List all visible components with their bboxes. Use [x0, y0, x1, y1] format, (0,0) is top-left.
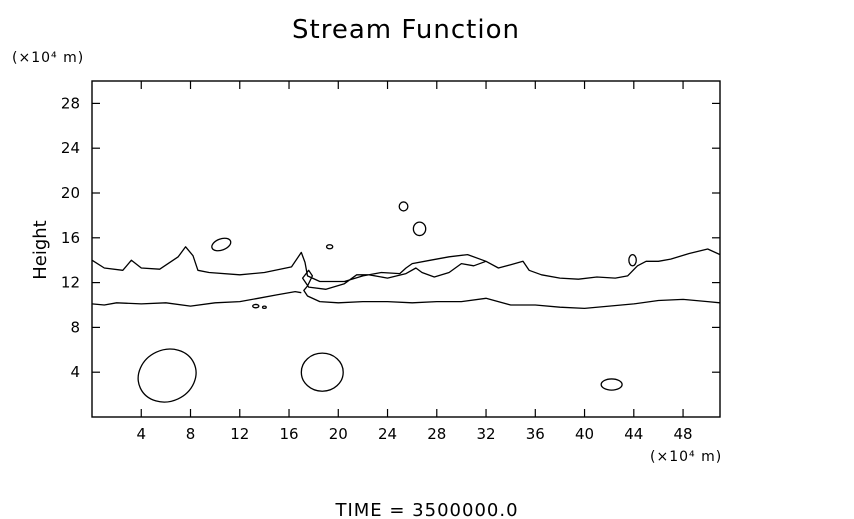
y-unit-label: (×10⁴ m) — [12, 50, 84, 66]
cell-dot-b — [261, 305, 267, 310]
plot-frame — [91, 80, 721, 418]
cell-bottom-right — [600, 378, 623, 391]
x-tick-label: 16 — [279, 425, 298, 443]
y-tick-label: 8 — [70, 318, 80, 336]
cell-top-19 — [398, 201, 409, 212]
cell-mid-15-small — [325, 244, 334, 250]
lower-flat-contour — [91, 290, 302, 307]
x-tick-label: 24 — [378, 425, 397, 443]
y-axis-label: Height — [30, 220, 51, 280]
x-tick-label: 36 — [526, 425, 545, 443]
x-tick-label: 28 — [427, 425, 446, 443]
time-footer: TIME = 3500000.0 — [334, 500, 518, 519]
x-tick-label: 44 — [624, 425, 643, 443]
x-tick-label: 12 — [230, 425, 249, 443]
right-upper-contour — [485, 248, 721, 280]
cell-dot-a — [252, 303, 260, 309]
y-tick-label: 16 — [61, 229, 80, 247]
cell-right-14 — [628, 253, 637, 267]
x-tick-label: 8 — [186, 425, 196, 443]
cell-bottom-middle — [300, 352, 344, 392]
cell-mid-15-left — [211, 237, 232, 252]
chart-title: Stream Function — [292, 15, 520, 45]
x-tick-label: 40 — [575, 425, 594, 443]
x-unit-label: (×10⁴ m) — [650, 449, 722, 465]
y-tick-label: 24 — [61, 139, 80, 157]
upper-wavy-contour — [91, 246, 721, 310]
cell-bottom-left — [137, 348, 197, 403]
y-tick-label: 28 — [61, 94, 80, 112]
x-tick-label: 48 — [674, 425, 693, 443]
y-tick-label: 20 — [61, 184, 80, 202]
x-tick-label: 20 — [329, 425, 348, 443]
y-tick-label: 12 — [61, 274, 80, 292]
x-tick-label: 4 — [136, 425, 146, 443]
y-tick-label: 4 — [70, 363, 80, 381]
contour-lines — [91, 201, 721, 403]
x-tick-label: 32 — [476, 425, 495, 443]
cell-top-17 — [412, 221, 427, 237]
